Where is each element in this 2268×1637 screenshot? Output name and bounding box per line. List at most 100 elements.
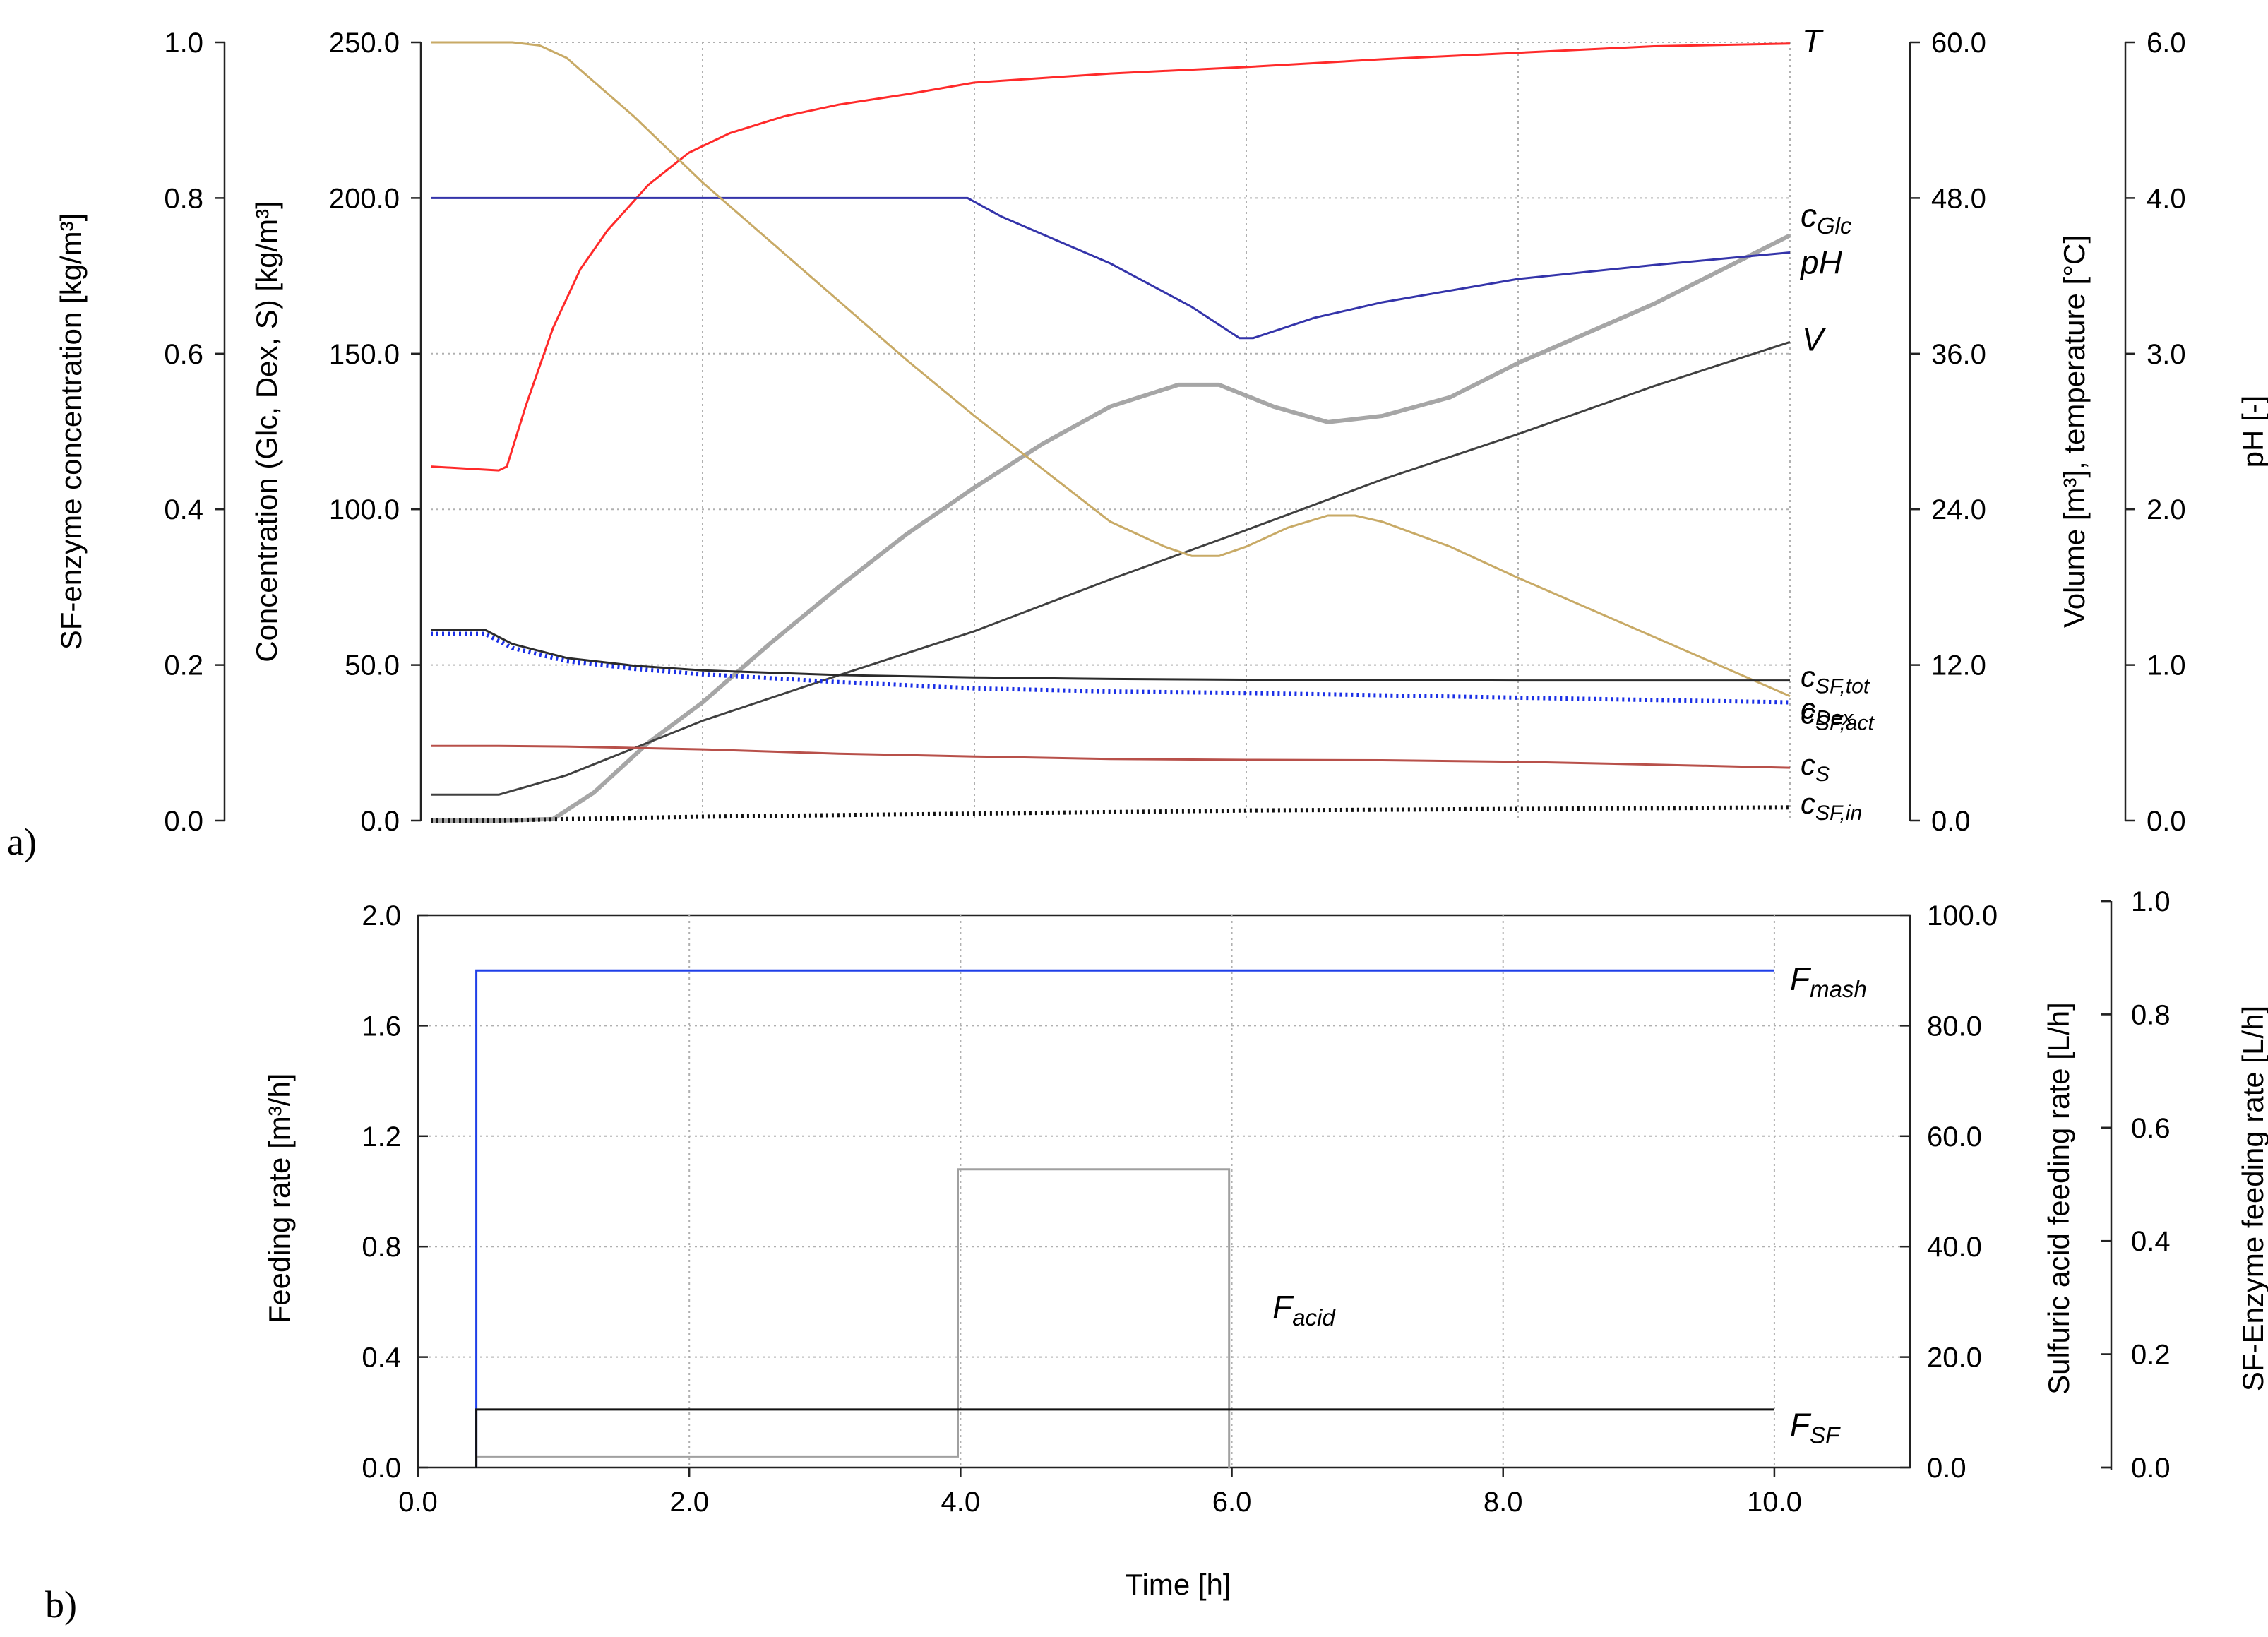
vol-tick-label: 0.0 xyxy=(1931,806,1971,837)
series-label-v: V xyxy=(1802,321,1827,357)
series-label-cs-sub: S xyxy=(1815,763,1830,786)
ph-tick-label: 4.0 xyxy=(2147,183,2186,214)
series-label-v-main: V xyxy=(1802,321,1827,357)
feed-tick-label: 0.0 xyxy=(362,1453,401,1484)
panel-label-b: b) xyxy=(45,1583,77,1626)
series-label-fmash-sub: mash xyxy=(1810,976,1867,1002)
series-line-fmash xyxy=(475,969,1774,1468)
sfrate-tick-label: 1.0 xyxy=(2131,886,2171,917)
series-label-facid: Facid xyxy=(1272,1289,1336,1331)
ph-tick-label: 6.0 xyxy=(2147,28,2186,59)
series-line-csftot xyxy=(431,629,1790,682)
sfrate-tick-label: 0.8 xyxy=(2131,999,2171,1030)
series-label-csftot-main: c xyxy=(1801,660,1815,694)
series-label-fmash: Fmash xyxy=(1790,960,1867,1002)
sf-tick-label: 0.4 xyxy=(164,494,203,525)
series-line-csfact xyxy=(431,631,1791,705)
series-label-cdex-main: c xyxy=(1801,692,1815,725)
sfrate-tick-label: 0.4 xyxy=(2131,1226,2171,1257)
vol-axis-title: Volume [m³], temperature [°C] xyxy=(2058,235,2091,628)
acid-tick-label: 80.0 xyxy=(1927,1011,1982,1042)
series-label-csfin-sub: SF,in xyxy=(1815,802,1862,825)
acid-axis-title: Sulfuric acid feeding rate [L/h] xyxy=(2042,1002,2075,1395)
series-label-facid-sub: acid xyxy=(1292,1304,1336,1331)
acid-tick-label: 0.0 xyxy=(1927,1453,1966,1484)
series-line-fsf xyxy=(475,1408,1774,1468)
feed-tick-label: 1.2 xyxy=(362,1121,401,1153)
series-label-fmash-main: F xyxy=(1790,960,1812,997)
series-label-csfin: cSF,in xyxy=(1801,787,1862,825)
series-label-csftot-sub: SF,tot xyxy=(1815,675,1870,698)
vol-tick-label: 36.0 xyxy=(1931,339,1986,370)
series-line-cglc xyxy=(431,233,1791,823)
x-tick-label: 0.0 xyxy=(398,1487,438,1518)
conc-tick-label: 100.0 xyxy=(329,494,400,525)
x-tick-label: 8.0 xyxy=(1484,1487,1523,1518)
sf-tick-label: 1.0 xyxy=(164,28,203,59)
x-tick-label: 2.0 xyxy=(669,1487,709,1518)
series-label-csfact-sub: SF,act xyxy=(1815,712,1875,735)
panel-b: 0.0 2.0 4.0 6.0 8.0 10.0 Time [h] 0.0 0.4 0.8 1.2 1… xyxy=(45,886,2268,1626)
acid-tick-label: 20.0 xyxy=(1927,1343,1982,1374)
series-line-cs xyxy=(431,744,1791,769)
feed-tick-label: 2.0 xyxy=(362,900,401,931)
feed-axis-title: Feeding rate [m³/h] xyxy=(263,1073,296,1324)
sf-tick-label: 0.8 xyxy=(164,183,203,214)
series-label-cs: cS xyxy=(1801,748,1830,786)
conc-tick-label: 250.0 xyxy=(329,28,400,59)
series-label-ph-main: pH xyxy=(1799,244,1843,281)
series-label-fsf: FSF xyxy=(1790,1407,1841,1448)
ph-axis-title: pH [-] xyxy=(2236,395,2268,468)
ph-tick-label: 3.0 xyxy=(2147,339,2186,370)
series-label-t-main: T xyxy=(1802,23,1824,59)
conc-axis-title: Concentration (Glc, Dex, S) [kg/m³] xyxy=(250,201,283,662)
series-label-cglc: cGlc xyxy=(1801,197,1852,239)
series-label-ph: pH xyxy=(1799,244,1843,281)
series-label-facid-main: F xyxy=(1272,1289,1294,1326)
sf-tick-label: 0.2 xyxy=(164,650,203,681)
panel-a: 0.0 0.2 0.4 0.6 0.8 1.0 0.0 50.0 100.0 150.0 200.0… xyxy=(7,23,2268,863)
vol-tick-label: 12.0 xyxy=(1931,650,1986,681)
series-label-cglc-main: c xyxy=(1801,197,1817,234)
sfrate-tick-label: 0.6 xyxy=(2131,1113,2171,1144)
x-tick-label: 4.0 xyxy=(941,1487,981,1518)
series-label-csfact: cSF,act xyxy=(1801,697,1875,735)
series-label-cdex-sub: Dex xyxy=(1815,707,1854,730)
sfrate-tick-label: 0.0 xyxy=(2131,1453,2171,1484)
vol-tick-label: 60.0 xyxy=(1931,28,1986,59)
series-line-ph xyxy=(431,196,1791,340)
ph-tick-label: 0.0 xyxy=(2147,806,2186,837)
series-label-fsf-sub: SF xyxy=(1810,1422,1841,1448)
conc-tick-label: 200.0 xyxy=(329,183,400,214)
vol-tick-label: 48.0 xyxy=(1931,183,1986,214)
series-label-cdex: cDex xyxy=(1801,692,1854,730)
series-label-csfin-main: c xyxy=(1801,787,1815,820)
series-line-t xyxy=(430,42,1791,472)
sf-axis-title: SF-enzyme concentration [kg/m³] xyxy=(54,213,88,650)
series-label-fsf-main: F xyxy=(1790,1407,1812,1443)
x-tick-label: 6.0 xyxy=(1212,1487,1252,1518)
vol-tick-label: 24.0 xyxy=(1931,494,1986,525)
sfrate-tick-label: 0.2 xyxy=(2131,1340,2171,1371)
feed-tick-label: 0.4 xyxy=(362,1343,401,1374)
series-line-cdex xyxy=(431,41,1791,698)
feed-tick-label: 1.6 xyxy=(362,1011,401,1042)
series-label-csftot: cSF,tot xyxy=(1801,660,1870,698)
feed-tick-label: 0.8 xyxy=(362,1232,401,1263)
acid-tick-label: 60.0 xyxy=(1927,1121,1982,1153)
sf-tick-label: 0.6 xyxy=(164,339,203,370)
conc-tick-label: 0.0 xyxy=(360,806,400,837)
conc-tick-label: 50.0 xyxy=(345,650,400,681)
ph-tick-label: 2.0 xyxy=(2147,494,2186,525)
series-label-cglc-sub: Glc xyxy=(1817,213,1852,239)
x-tick-label: 10.0 xyxy=(1747,1487,1802,1518)
panel-label-a: a) xyxy=(7,821,37,863)
series-label-cs-main: c xyxy=(1801,748,1815,781)
acid-tick-label: 40.0 xyxy=(1927,1232,1982,1263)
series-label-t: T xyxy=(1802,23,1824,59)
conc-tick-label: 150.0 xyxy=(329,339,400,370)
sfrate-axis-title: SF-Enzyme feeding rate [L/h] xyxy=(2236,1006,2268,1391)
series-line-csfin xyxy=(431,805,1791,823)
series-line-v xyxy=(431,340,1791,796)
